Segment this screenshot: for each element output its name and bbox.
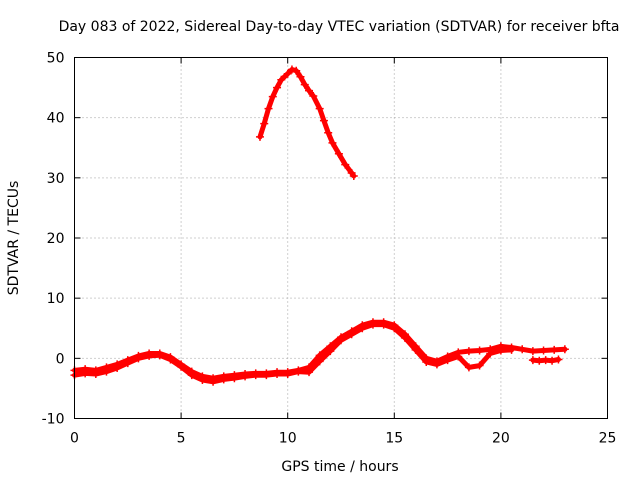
data-point [518, 345, 527, 354]
data-point [475, 361, 484, 370]
y-tick-label: 10 [47, 291, 65, 307]
data-point [268, 92, 277, 101]
series-line [257, 67, 357, 179]
data-point [177, 362, 186, 371]
data-point [507, 345, 516, 354]
data-point [496, 346, 505, 355]
data-point [294, 367, 303, 376]
x-tick-label: 25 [599, 431, 617, 447]
data-point [464, 363, 473, 372]
x-tick-label: 5 [177, 431, 186, 447]
data-point [283, 69, 292, 78]
y-tick-label: 40 [47, 111, 65, 127]
data-point [296, 72, 305, 81]
series-line [72, 319, 568, 381]
data-point [379, 320, 388, 329]
data-point [326, 347, 335, 356]
data-point [475, 346, 484, 355]
data-point [324, 128, 333, 137]
data-point [230, 374, 239, 383]
data-point [277, 75, 286, 84]
data-point [328, 138, 337, 147]
data-point [273, 369, 282, 378]
data-point [262, 371, 271, 380]
data-point [91, 369, 100, 378]
data-point [123, 359, 132, 368]
data-point [486, 349, 495, 358]
data-point [287, 65, 296, 74]
axis-ticks: 0 5 10 15 20 25 -10 0 10 20 30 40 50 [42, 51, 617, 447]
data-point [454, 352, 463, 361]
data-point [539, 346, 548, 355]
x-tick-label: 20 [492, 431, 510, 447]
data-point [400, 333, 409, 342]
y-tick-label: 20 [47, 231, 65, 247]
data-point [81, 369, 90, 378]
data-point [358, 324, 367, 333]
y-tick-label: 0 [56, 351, 65, 367]
data-point [305, 368, 314, 377]
data-point [113, 363, 122, 372]
data-point [554, 355, 563, 364]
x-tick-label: 15 [385, 431, 403, 447]
data-point [319, 116, 328, 125]
data-point [300, 80, 309, 89]
series-arc-3 [255, 65, 358, 181]
data-point [309, 92, 318, 101]
data-point [264, 104, 273, 113]
data-point [432, 360, 441, 369]
y-tick-label: -10 [42, 412, 65, 428]
data-point [422, 357, 431, 366]
grid-lines [74, 57, 608, 419]
y-tick-label: 50 [47, 51, 65, 67]
data-point [155, 351, 164, 360]
data-point [528, 347, 537, 356]
series-arc-4 [528, 355, 563, 365]
data-point [443, 356, 452, 365]
data-point [283, 369, 292, 378]
data-point [187, 371, 196, 380]
data-point [560, 345, 569, 354]
data-point [166, 355, 175, 364]
y-axis-label: SDTVAR / TECUs [6, 181, 22, 296]
data-point [464, 347, 473, 356]
data-point [102, 367, 111, 376]
data-point [198, 375, 207, 384]
data-point [315, 104, 324, 113]
data-point [145, 351, 154, 360]
plot-frame [74, 57, 608, 419]
data-point [251, 371, 260, 380]
data-point [550, 345, 559, 354]
data-point [273, 83, 282, 92]
data-point [411, 345, 420, 354]
data-point [241, 372, 250, 381]
chart-title: Day 083 of 2022, Sidereal Day-to-day VTE… [59, 19, 620, 35]
data-point [134, 354, 143, 363]
x-axis-label: GPS time / hours [281, 459, 398, 475]
x-tick-label: 10 [279, 431, 297, 447]
series-arc-2 [70, 320, 516, 386]
data-point [219, 375, 228, 384]
series-layer [70, 65, 569, 386]
data-point [305, 86, 314, 95]
data-point [347, 330, 356, 339]
data-point [390, 324, 399, 333]
x-tick-label: 0 [70, 431, 79, 447]
data-point [337, 336, 345, 345]
data-point [548, 356, 557, 365]
data-point [368, 320, 377, 329]
data-point [334, 149, 343, 158]
data-point [315, 357, 324, 366]
data-point [292, 66, 301, 75]
data-point [209, 377, 218, 386]
data-point [349, 172, 358, 181]
y-tick-label: 30 [47, 171, 65, 187]
data-point [341, 160, 350, 169]
data-point [260, 119, 269, 128]
data-point [255, 132, 264, 141]
